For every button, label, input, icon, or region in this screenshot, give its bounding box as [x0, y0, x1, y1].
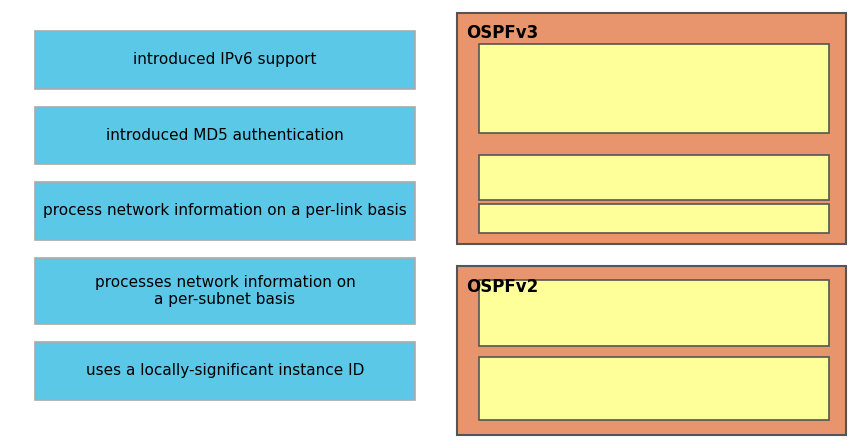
FancyBboxPatch shape [478, 44, 829, 133]
Text: OSPFv3: OSPFv3 [466, 24, 539, 43]
FancyBboxPatch shape [35, 258, 415, 324]
FancyBboxPatch shape [478, 357, 829, 420]
FancyBboxPatch shape [35, 31, 415, 89]
Text: OSPFv2: OSPFv2 [466, 278, 539, 296]
Text: process network information on a per-link basis: process network information on a per-lin… [43, 203, 407, 218]
FancyBboxPatch shape [35, 342, 415, 400]
FancyBboxPatch shape [478, 280, 829, 346]
FancyBboxPatch shape [478, 204, 829, 233]
Text: processes network information on
a per-subnet basis: processes network information on a per-s… [95, 275, 356, 307]
FancyBboxPatch shape [35, 182, 415, 240]
FancyBboxPatch shape [457, 266, 846, 435]
FancyBboxPatch shape [35, 107, 415, 164]
FancyBboxPatch shape [457, 13, 846, 244]
FancyBboxPatch shape [478, 155, 829, 200]
Text: introduced MD5 authentication: introduced MD5 authentication [106, 128, 344, 143]
Text: introduced IPv6 support: introduced IPv6 support [133, 52, 317, 67]
Text: uses a locally-significant instance ID: uses a locally-significant instance ID [85, 363, 364, 378]
